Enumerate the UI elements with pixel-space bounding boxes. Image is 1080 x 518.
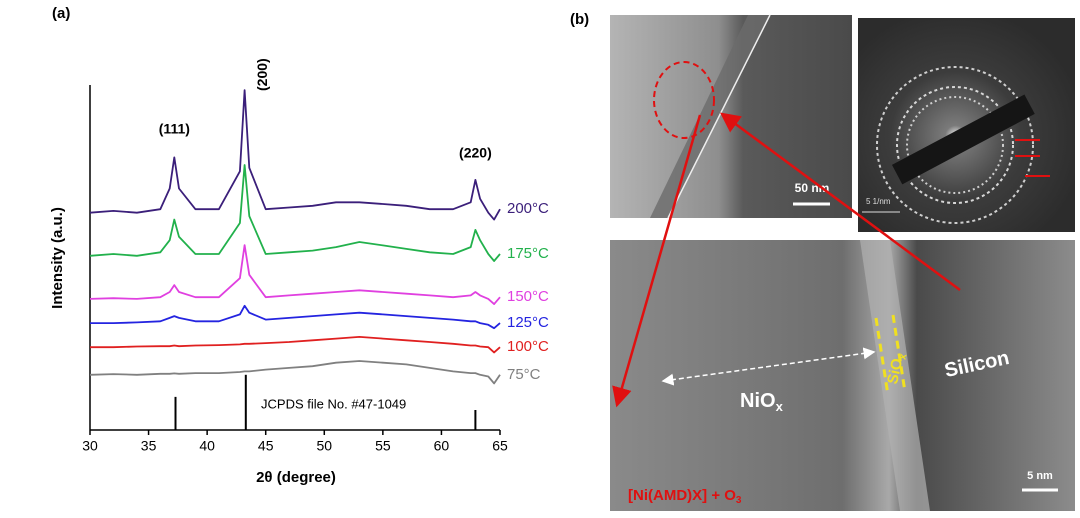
region-sub: x [776, 399, 784, 414]
oxide-band [860, 240, 930, 511]
thickness-arrow [661, 347, 876, 386]
region-label: NiOx [740, 390, 784, 414]
xrd-chart: (a) 2θ (degree) Intensity (a.u.) 30 35 40 4… [49, 5, 549, 486]
panel-label: (b) [570, 11, 589, 28]
panel-label: (a) [52, 5, 70, 22]
region-label: SiOx [884, 351, 909, 386]
x-tick-label: 65 [492, 438, 508, 454]
xrd-trace [89, 360, 501, 385]
film-band [650, 15, 770, 218]
x-tick-label: 45 [258, 438, 274, 454]
legend-label: 200°C [507, 200, 549, 217]
region-sub: x [897, 353, 909, 361]
x-tick-label: 35 [141, 438, 157, 454]
scale-text: 50 nm [795, 181, 830, 195]
tem-panel: (b) 50 nm 5 1/nm NiOx SiOx Silicon [Ni(A… [570, 11, 1075, 511]
scale-text: 5 1/nm [866, 197, 891, 206]
xrd-trace [89, 164, 501, 262]
x-tick-label: 55 [375, 438, 391, 454]
legend-label: 100°C [507, 338, 549, 355]
scale-text: 5 nm [1027, 470, 1053, 482]
ring [896, 86, 1014, 204]
ring [876, 66, 1034, 224]
x-tick-label: 40 [199, 438, 215, 454]
y-axis-label: Intensity (a.u.) [49, 207, 66, 309]
xrd-trace [89, 244, 501, 305]
zoom-arrow [719, 112, 961, 292]
xrd-trace [90, 336, 501, 354]
ring [906, 96, 1004, 194]
x-tick-label: 50 [316, 438, 332, 454]
interface-line [667, 14, 771, 219]
xrd-trace [90, 304, 501, 330]
x-axis-label: 2θ (degree) [256, 469, 336, 486]
zoom-arrow [612, 114, 702, 408]
legend-label: 125°C [507, 314, 549, 331]
region-text: NiO [740, 390, 776, 412]
hrtem-image [610, 240, 1075, 511]
precursor-text: [Ni(AMD)X] + O [628, 487, 736, 504]
x-tick-label: 60 [434, 438, 450, 454]
peak-label: (200) [254, 58, 270, 91]
peak-label: (111) [159, 121, 190, 137]
region-text: SiO [884, 357, 906, 386]
legend-label: 175°C [507, 245, 549, 262]
legend-label: 150°C [507, 288, 549, 305]
zoom-region [653, 61, 715, 139]
diffraction-image [858, 18, 1075, 232]
reference-label: JCPDS file No. #47-1049 [261, 396, 406, 411]
precursor-sub: 3 [736, 495, 742, 506]
beam-stop [891, 94, 1035, 185]
legend-label: 75°C [507, 366, 541, 383]
precursor-label: [Ni(AMD)X] + O3 [628, 487, 742, 506]
peak-label: (220) [459, 145, 492, 161]
x-tick-label: 30 [82, 438, 98, 454]
xrd-trace [89, 89, 501, 221]
